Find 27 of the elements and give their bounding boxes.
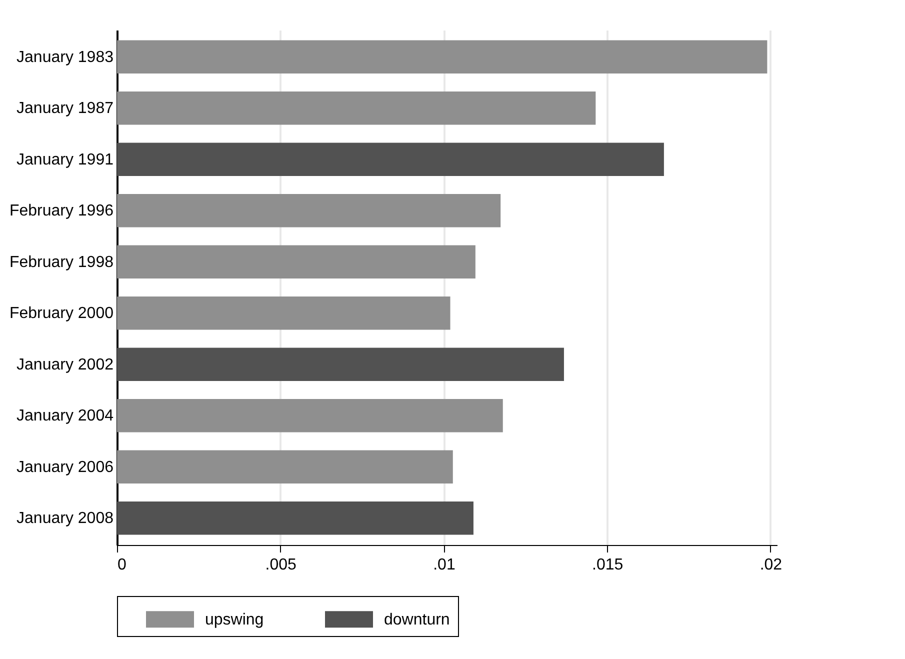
bar bbox=[117, 501, 474, 535]
legend-label: downturn bbox=[384, 611, 450, 628]
y-tick-label: January 2006 bbox=[16, 458, 114, 476]
bar bbox=[117, 348, 564, 382]
bar bbox=[117, 142, 664, 176]
bar bbox=[117, 40, 768, 74]
bar bbox=[117, 296, 450, 330]
bar bbox=[117, 91, 596, 125]
y-tick-label: February 2000 bbox=[9, 305, 114, 322]
y-tick-label: January 2002 bbox=[16, 356, 114, 374]
x-tick-label: .02 bbox=[760, 556, 782, 574]
bar bbox=[117, 194, 501, 228]
x-tick-label: 0 bbox=[118, 556, 126, 574]
legend-label: upswing bbox=[205, 611, 264, 628]
x-tick-label: .005 bbox=[265, 556, 297, 574]
y-tick-label: January 1991 bbox=[16, 151, 114, 168]
y-tick-label: January 1983 bbox=[16, 48, 114, 66]
y-tick-label: February 1998 bbox=[9, 254, 114, 271]
y-tick-label: January 2008 bbox=[16, 510, 114, 528]
x-tick-label: .01 bbox=[433, 556, 456, 574]
y-tick-label: January 1987 bbox=[16, 100, 114, 118]
y-tick-label: February 1996 bbox=[9, 202, 114, 220]
y-tick-label: January 2004 bbox=[16, 408, 114, 425]
bar bbox=[117, 398, 503, 432]
bar bbox=[117, 245, 476, 279]
bar bbox=[117, 450, 453, 484]
x-tick-label: .015 bbox=[592, 556, 624, 574]
